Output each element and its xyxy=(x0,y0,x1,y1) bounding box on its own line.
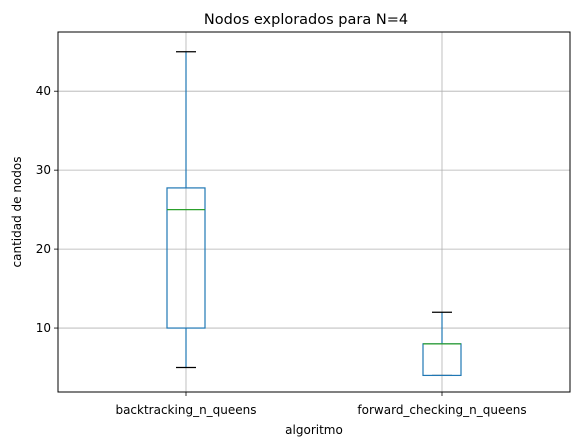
y-axis-label: cantidad de nodos xyxy=(10,157,24,268)
iqr-box xyxy=(166,187,206,329)
x-tick-label: forward_checking_n_queens xyxy=(357,403,526,417)
x-axis-label: algoritmo xyxy=(285,423,343,437)
plot-area-frame xyxy=(57,31,571,393)
y-tick-label: 30 xyxy=(36,163,51,177)
x-tick-label: backtracking_n_queens xyxy=(115,403,256,417)
y-tick-label: 40 xyxy=(36,84,51,98)
boxes xyxy=(166,51,462,377)
box-forward_checking_n_queens xyxy=(422,311,462,377)
y-tick-label: 10 xyxy=(36,321,51,335)
axis-ticks: 10 20 30 40 backtracking_n_queens forward_che… xyxy=(36,84,527,417)
grid xyxy=(58,32,570,392)
box-backtracking_n_queens xyxy=(166,51,206,369)
chart-title: Nodos explorados para N=4 xyxy=(204,12,408,28)
y-tick-label: 20 xyxy=(36,242,51,256)
